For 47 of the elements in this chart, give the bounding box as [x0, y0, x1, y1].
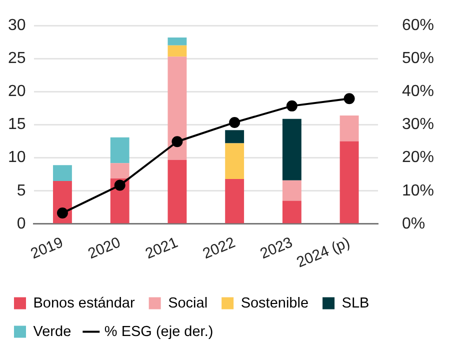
- y2-tick-label: 50%: [402, 50, 434, 68]
- y2-tick-label: 0%: [402, 215, 426, 232]
- point: [56, 208, 68, 219]
- y2-tick-label: 10%: [402, 182, 434, 200]
- bar: [110, 137, 130, 164]
- point: [229, 116, 240, 128]
- legend-label: Social: [168, 295, 208, 312]
- point: [114, 180, 126, 191]
- y-tick-label: 0: [16, 215, 26, 232]
- legend-label: SLB: [342, 295, 370, 312]
- point: [344, 93, 355, 104]
- x-tick-label: 2019: [28, 234, 66, 263]
- bar: [282, 118, 302, 180]
- y-tick-label: 30: [8, 17, 26, 34]
- x-tick-label: 2022: [200, 234, 238, 263]
- bar: [168, 38, 187, 46]
- bar: [340, 116, 359, 142]
- legend-label: Verde: [33, 324, 72, 340]
- y2-tick-label: 60%: [402, 17, 434, 34]
- bar: [340, 141, 359, 224]
- point: [286, 100, 298, 112]
- x-tick-label: 2024 (p): [294, 234, 352, 272]
- legend-label: Bonos estándar: [33, 295, 135, 312]
- y-tick-label: 5: [16, 182, 26, 200]
- x-tick-label: 2021: [142, 234, 180, 263]
- y-tick-label: 20: [8, 83, 26, 100]
- x-tick-label: 2020: [86, 234, 123, 263]
- bar: [168, 56, 187, 160]
- legend-label: % ESG (eje der.): [104, 324, 214, 340]
- bar: [225, 130, 244, 144]
- y2-tick-label: 20%: [402, 149, 434, 166]
- legend-label: Sostenible: [240, 295, 309, 312]
- y-tick-label: 25: [8, 50, 26, 68]
- bar: [168, 160, 187, 224]
- bar: [225, 143, 244, 179]
- y2-tick-label: 40%: [402, 83, 434, 100]
- y2-tick-label: 30%: [402, 116, 434, 134]
- y-tick-label: 10: [8, 149, 26, 166]
- bar: [53, 165, 72, 181]
- point: [172, 136, 183, 148]
- bar: [282, 200, 302, 224]
- bar: [168, 45, 187, 57]
- bar: [225, 178, 244, 224]
- bar: [282, 180, 302, 201]
- y-tick-label: 15: [8, 116, 26, 134]
- bar: [110, 163, 130, 178]
- x-tick-label: 2023: [258, 234, 296, 263]
